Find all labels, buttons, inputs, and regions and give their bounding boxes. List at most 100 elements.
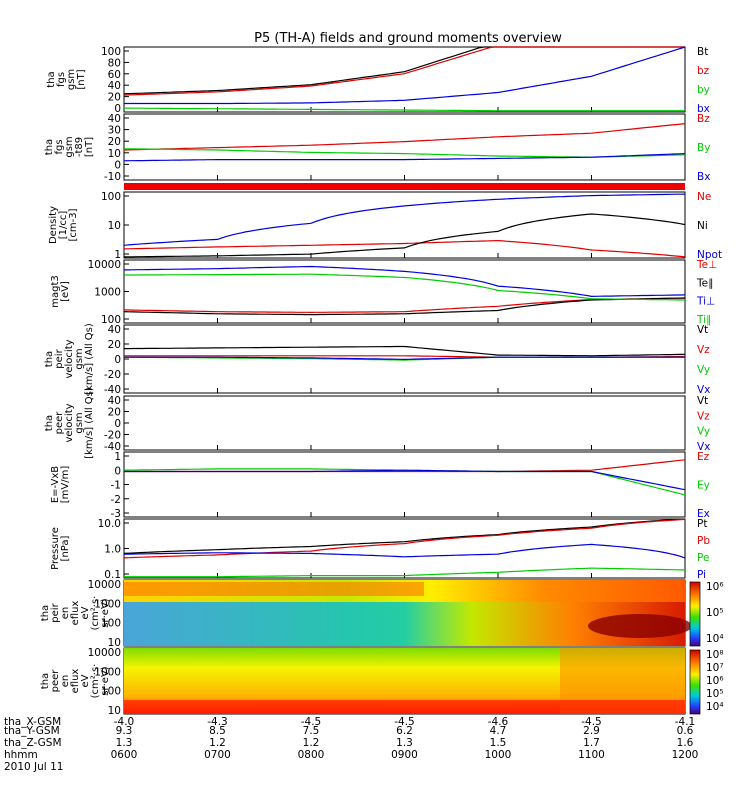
legend-entry: Pe xyxy=(697,552,709,564)
y-tick-label: -2 xyxy=(111,494,121,506)
legend-entry: Vz xyxy=(697,344,710,356)
x-row-value: 1100 xyxy=(578,749,605,761)
legend-entry: Pt xyxy=(697,518,707,530)
colorbar-label: 10⁷ xyxy=(706,662,724,674)
y-tick-label: 1.0 xyxy=(104,544,121,556)
series-line-Bx xyxy=(123,153,686,162)
colorbar-ion xyxy=(689,581,701,647)
y-tick-label: 1 xyxy=(114,249,121,261)
x-row-value: 1.2 xyxy=(303,737,320,749)
colorbar-label: 10⁵ xyxy=(706,688,724,700)
colorbar-label: 10⁶ xyxy=(706,675,724,687)
x-row-value: -4.5 xyxy=(581,716,602,728)
quality-flag-bar xyxy=(124,183,685,190)
y-axis-label: [km/s] (All Qs) xyxy=(84,387,95,459)
series-line-bz xyxy=(123,46,685,96)
legend-entry: Vx xyxy=(697,441,710,453)
y-axis-label: eV xyxy=(80,674,91,687)
series-line-Vt xyxy=(124,345,686,357)
y-axis-label: (cm²·s· xyxy=(90,596,101,631)
y-tick-label: 40 xyxy=(108,324,121,336)
y-tick-label: -20 xyxy=(104,369,121,381)
y-axis-label: tha xyxy=(44,351,55,367)
legend-entry: Te∥ xyxy=(696,277,713,289)
x-row-value: 9.3 xyxy=(116,725,133,737)
x-row-value: 0.6 xyxy=(677,725,694,737)
y-tick-label: 100 xyxy=(101,686,121,698)
y-axis-label: sr·eV) xyxy=(100,598,111,627)
x-row-value: 0600 xyxy=(111,749,138,761)
x-row-value: -4.6 xyxy=(488,716,509,728)
legend-entry: Bt xyxy=(697,46,708,58)
y-tick-label: 0 xyxy=(114,354,121,366)
legend-entry: by xyxy=(697,84,710,96)
y-axis-label: -t89 xyxy=(74,137,85,157)
legend-entry: Ni xyxy=(697,220,708,232)
y-axis-label: velocity xyxy=(64,403,75,442)
y-tick-label: 80 xyxy=(108,57,121,69)
y-tick-label: -10 xyxy=(104,171,121,183)
series-line-Pe xyxy=(124,567,686,578)
colorbar-label: 10⁸ xyxy=(706,649,724,661)
legend-entry: Bz xyxy=(697,113,710,125)
legend-entry: Ez xyxy=(697,451,710,463)
series-line-Bz xyxy=(123,123,686,151)
series-line-Pi xyxy=(124,543,686,559)
y-tick-label: 60 xyxy=(108,69,121,81)
y-axis-label: eflux xyxy=(70,601,81,626)
y-tick-label: -40 xyxy=(104,441,121,453)
y-axis-label: [nPa] xyxy=(60,535,71,561)
y-axis-label: tha xyxy=(44,415,55,431)
y-tick-label: 100 xyxy=(101,191,121,203)
y-tick-label: 0 xyxy=(114,159,121,171)
x-row-label: hhmm xyxy=(4,749,38,761)
x-row-value: 2.9 xyxy=(583,725,600,737)
panel-frame xyxy=(123,113,686,181)
y-tick-label: 1000 xyxy=(94,287,121,299)
series-line-Ni xyxy=(123,213,686,258)
colorbar-label: 10⁴ xyxy=(706,633,724,645)
panel-frame xyxy=(123,395,686,451)
y-tick-label: 10 xyxy=(108,637,121,649)
panel-7: 1 0 -1 -2 -3 E=-VxB [mV/m] Ez Ey Ex xyxy=(50,451,710,520)
x-axis-annotations: tha_X-GSM-4.0-4.3-4.5-4.5-4.6-4.5-4.1-3.… xyxy=(4,716,698,773)
x-row-value: 7.5 xyxy=(303,725,320,737)
x-row-value: 4.7 xyxy=(490,725,507,737)
y-tick-label: 100 xyxy=(101,618,121,630)
y-axis-label: gsm xyxy=(64,136,75,157)
legend-entry: Ey xyxy=(697,480,710,492)
x-row-value: 1.2 xyxy=(209,737,226,749)
legend-entry: Vt xyxy=(697,324,708,336)
y-tick-label: 10.0 xyxy=(98,518,121,530)
y-axis-label: velocity xyxy=(64,339,75,378)
y-tick-label: 0 xyxy=(114,465,121,477)
x-row-value: 1.3 xyxy=(396,737,413,749)
y-tick-label: 40 xyxy=(108,80,121,92)
x-row-value: 0900 xyxy=(391,749,418,761)
y-axis-label: gsm xyxy=(74,412,85,433)
series-line-by xyxy=(124,107,685,112)
y-axis-label: peer xyxy=(50,669,61,693)
panel-frame xyxy=(123,46,686,113)
series-line-bx xyxy=(124,46,686,105)
series-line-Npot xyxy=(123,193,686,246)
x-row-value: 0800 xyxy=(298,749,325,761)
x-row-value: -4.3 xyxy=(207,716,228,728)
panel-frame xyxy=(123,518,686,579)
y-axis-label: peer xyxy=(54,411,65,435)
series-line-Pt xyxy=(123,518,686,554)
y-axis-label: Pressure xyxy=(50,527,61,570)
y-axis-label: [1/cc] xyxy=(58,211,69,240)
legend-entry: Vz xyxy=(697,410,710,422)
y-tick-label: 30 xyxy=(108,125,121,137)
legend-entry: Ne xyxy=(697,191,711,203)
x-row-value: 0700 xyxy=(204,749,231,761)
legend-entry: Te⊥ xyxy=(696,259,717,271)
series-line-Ne xyxy=(123,239,686,258)
y-tick-label: 0.1 xyxy=(104,569,121,581)
legend-entry: By xyxy=(697,142,710,154)
y-tick-label: -3 xyxy=(111,508,121,520)
electron-spectrogram-bottom xyxy=(124,700,685,714)
